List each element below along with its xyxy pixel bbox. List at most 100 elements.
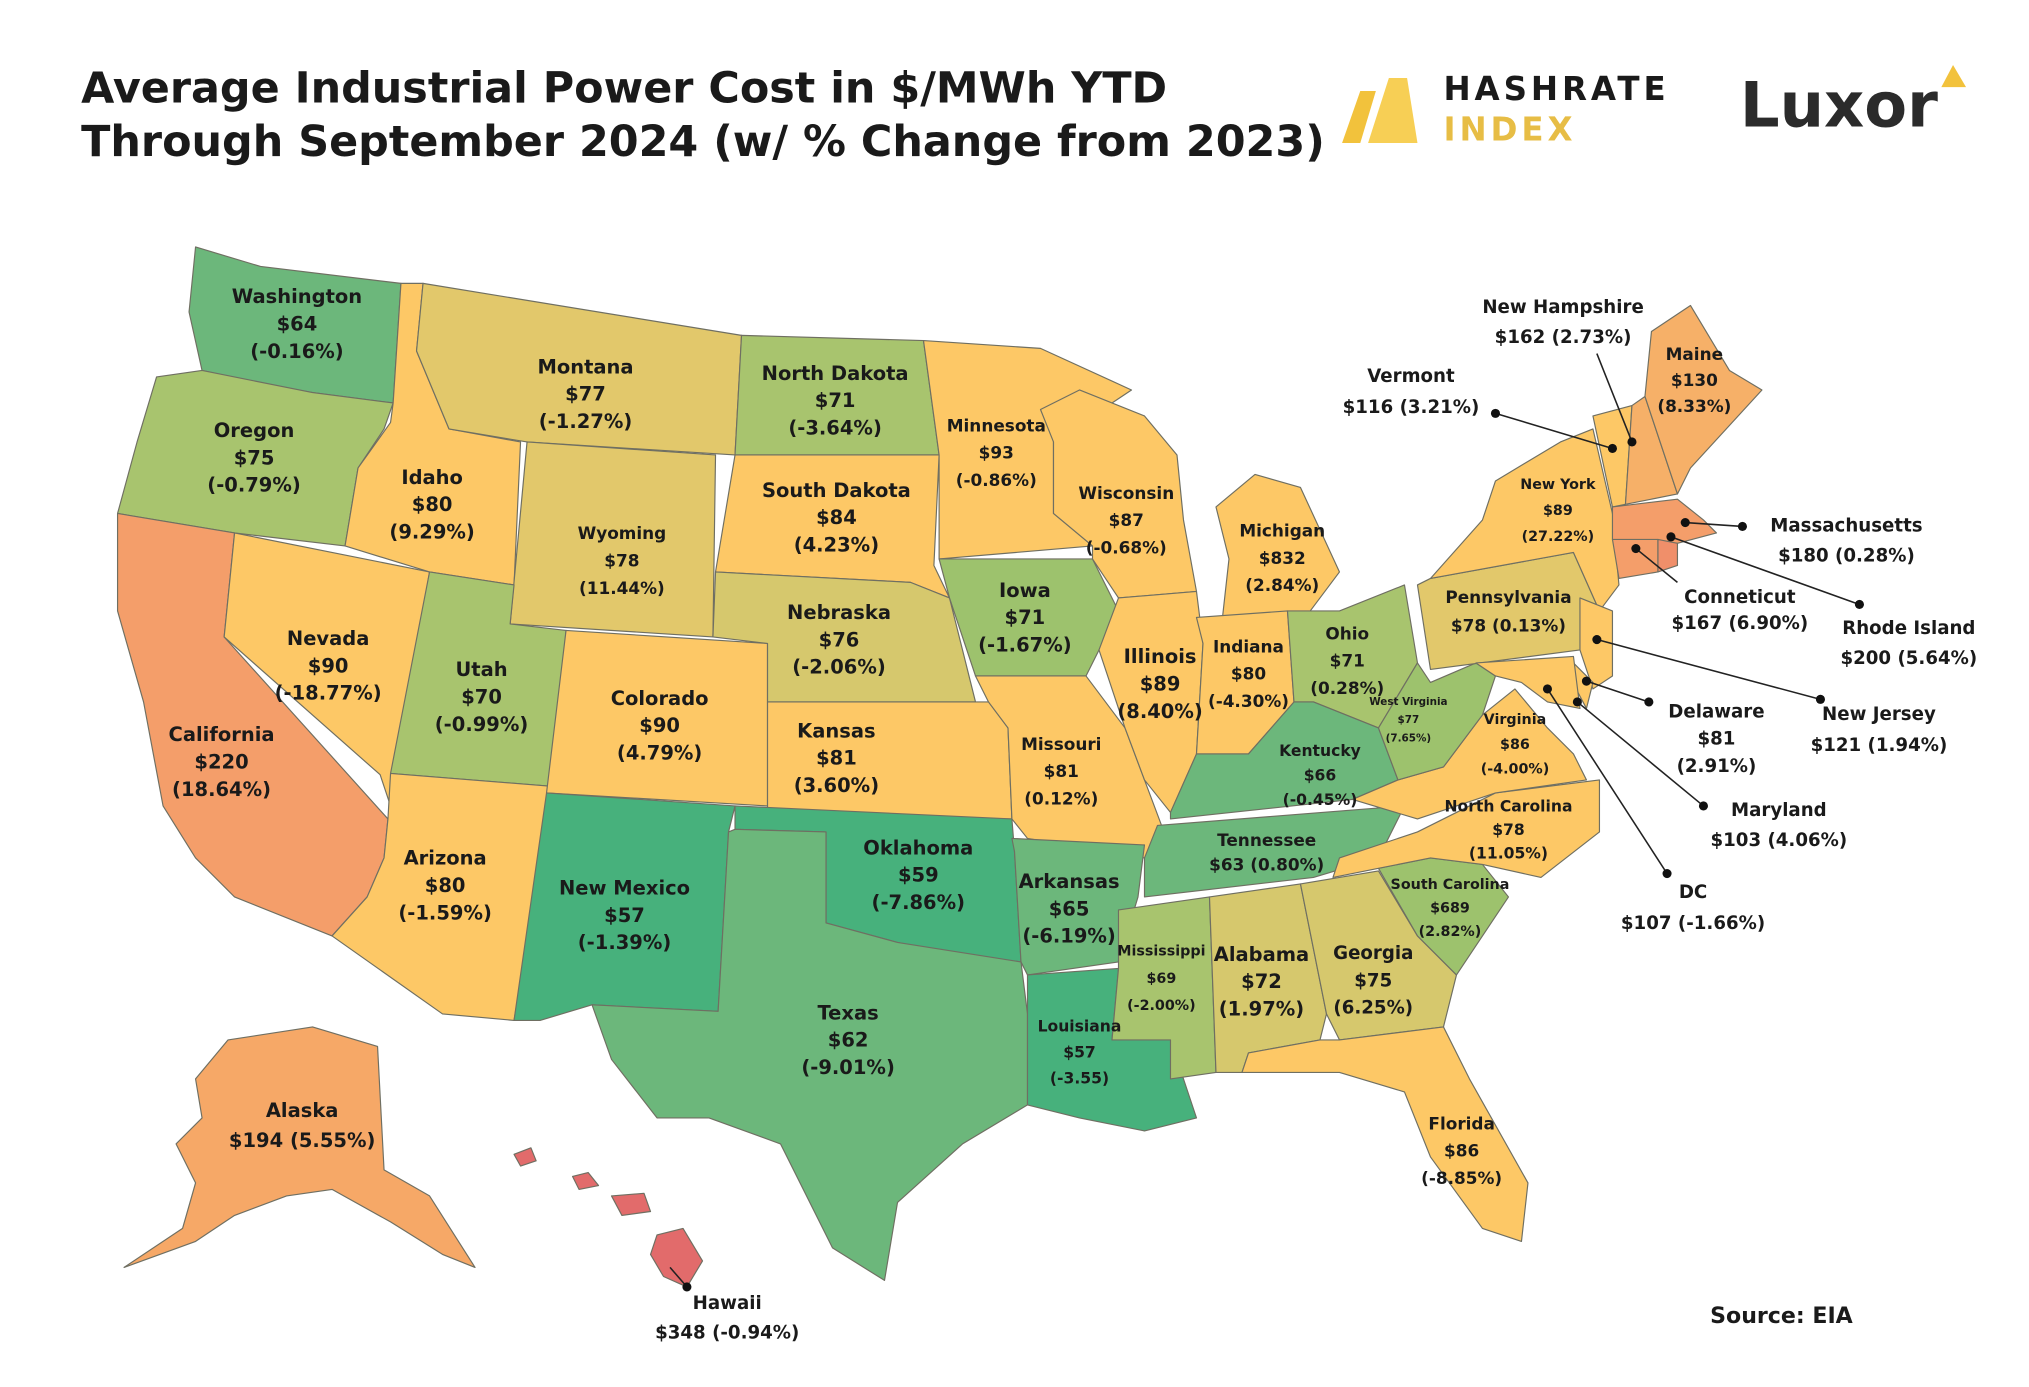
state-labels: Washington $64 (-0.16%) Oregon $75 (-0.79%) Ca… — [169, 285, 1978, 1344]
state-name: Alabama — [1214, 943, 1309, 966]
state-price: $121 — [1811, 735, 1862, 756]
state-change: (-1.27%) — [539, 410, 633, 433]
state-name: Maine — [1666, 344, 1723, 364]
state-price: $200 — [1840, 648, 1891, 669]
state-change: (0.80%) — [1250, 855, 1324, 875]
state-name: Massachusetts — [1770, 515, 1922, 536]
state-change: (-0.68%) — [1086, 538, 1167, 558]
state-change: (-4.30%) — [1208, 691, 1289, 711]
state-price: $78 — [604, 551, 639, 571]
state-change: (27.22%) — [1522, 529, 1595, 545]
state-name: Georgia — [1333, 943, 1413, 964]
state-change: (-0.86%) — [956, 470, 1037, 490]
state-price: $80 — [425, 874, 466, 897]
state-name: Pennsylvania — [1445, 587, 1571, 607]
state-change: (3.21%) — [1400, 397, 1480, 418]
state-name: Washington — [232, 285, 362, 308]
state-shape — [1169, 701, 1399, 820]
state-name: Missouri — [1021, 734, 1101, 754]
state-change: (5.64%) — [1897, 648, 1977, 669]
state-price: $71 — [1330, 651, 1365, 671]
logo-text: INDEX — [1443, 110, 1576, 148]
state-price: $84 — [816, 506, 857, 529]
state-name: Maryland — [1731, 800, 1827, 821]
state-price: $77 — [1398, 714, 1420, 726]
state-name: Arkansas — [1019, 870, 1120, 893]
state-change: (-0.99%) — [435, 713, 528, 736]
state-name: Wisconsin — [1078, 483, 1174, 503]
state-name: Utah — [455, 658, 507, 681]
state-price: $348 — [655, 1323, 706, 1344]
state-price: $57 — [604, 904, 645, 927]
state-change: (0.13%) — [1492, 616, 1566, 636]
state-price: $72 — [1241, 970, 1282, 993]
state-price: $689 — [1430, 901, 1470, 917]
state-name: New Jersey — [1822, 704, 1936, 725]
state-name: Arizona — [404, 847, 487, 870]
state-name: Conneticut — [1684, 587, 1796, 608]
state-price: $90 — [639, 714, 680, 737]
states — [116, 246, 1763, 1288]
state-shape — [1429, 428, 1620, 612]
state-price: $87 — [1109, 510, 1144, 530]
state-price: $116 — [1343, 397, 1394, 418]
state-name: South Carolina — [1391, 877, 1510, 893]
state-change: (-9.01%) — [801, 1056, 895, 1079]
state-price: $80 — [412, 493, 453, 516]
state-change: (9.29%) — [389, 520, 474, 543]
state-name: Illinois — [1124, 645, 1197, 668]
state-name: Oregon — [214, 419, 295, 442]
state-name: Hawaii — [693, 1293, 762, 1314]
state-price: $180 — [1778, 545, 1829, 566]
state-price: $220 — [194, 751, 248, 774]
state-change: (7.65%) — [1386, 732, 1431, 744]
state-change: (2.91%) — [1677, 756, 1757, 777]
state-change: (4.06%) — [1767, 830, 1847, 851]
state-shape — [1657, 538, 1679, 573]
state-price: $80 — [1231, 664, 1266, 684]
state-price: $64 — [277, 312, 318, 335]
state-change: (6.25%) — [1333, 998, 1413, 1019]
state-price: $90 — [308, 654, 349, 677]
state-price: $77 — [565, 383, 606, 406]
state-name: Indiana — [1213, 636, 1284, 656]
state-change: (-2.06%) — [792, 656, 886, 679]
state-price: $130 — [1671, 370, 1718, 390]
state-name: North Carolina — [1444, 798, 1572, 816]
state-change: (0.28%) — [1835, 545, 1915, 566]
state-change: (1.94%) — [1868, 735, 1948, 756]
state-price: $832 — [1259, 548, 1306, 568]
state-price: $78 — [1492, 821, 1525, 839]
state-name: DC — [1679, 882, 1707, 903]
state-change: (-0.45%) — [1283, 791, 1358, 809]
state-shape — [591, 828, 1029, 1281]
state-price: $167 — [1671, 613, 1722, 634]
state-change: (2.82%) — [1419, 924, 1482, 940]
state-price: $103 — [1710, 830, 1761, 851]
state-price: $70 — [461, 686, 502, 709]
hawaii-shape — [513, 1147, 704, 1288]
state-price: $89 — [1543, 503, 1573, 519]
state-change: (-2.00%) — [1127, 998, 1196, 1014]
state-change: (-0.16%) — [250, 340, 344, 363]
state-change: (0.28%) — [1310, 678, 1384, 698]
state-name: Michigan — [1239, 521, 1325, 541]
state-name: Nevada — [287, 627, 369, 650]
source-note: Source: EIA — [1710, 1303, 1853, 1329]
state-price: $162 — [1495, 327, 1546, 348]
state-price: $57 — [1063, 1043, 1096, 1061]
state-change: (18.64%) — [172, 778, 271, 801]
state-change: (8.33%) — [1657, 396, 1731, 416]
state-name: Vermont — [1367, 366, 1455, 387]
state-price: $65 — [1049, 897, 1090, 920]
state-change: (11.05%) — [1469, 845, 1548, 863]
state-name: Oklahoma — [863, 836, 973, 859]
state-name: West Virginia — [1369, 696, 1447, 708]
state-price: $76 — [819, 628, 860, 651]
state-change: (6.90%) — [1728, 613, 1808, 634]
state-change: (-1.39%) — [578, 931, 672, 954]
logo-text: Luxor — [1740, 68, 1938, 141]
state-name: Nebraska — [787, 601, 891, 624]
state-change: (4.23%) — [794, 533, 879, 556]
state-price: $71 — [1005, 606, 1046, 629]
